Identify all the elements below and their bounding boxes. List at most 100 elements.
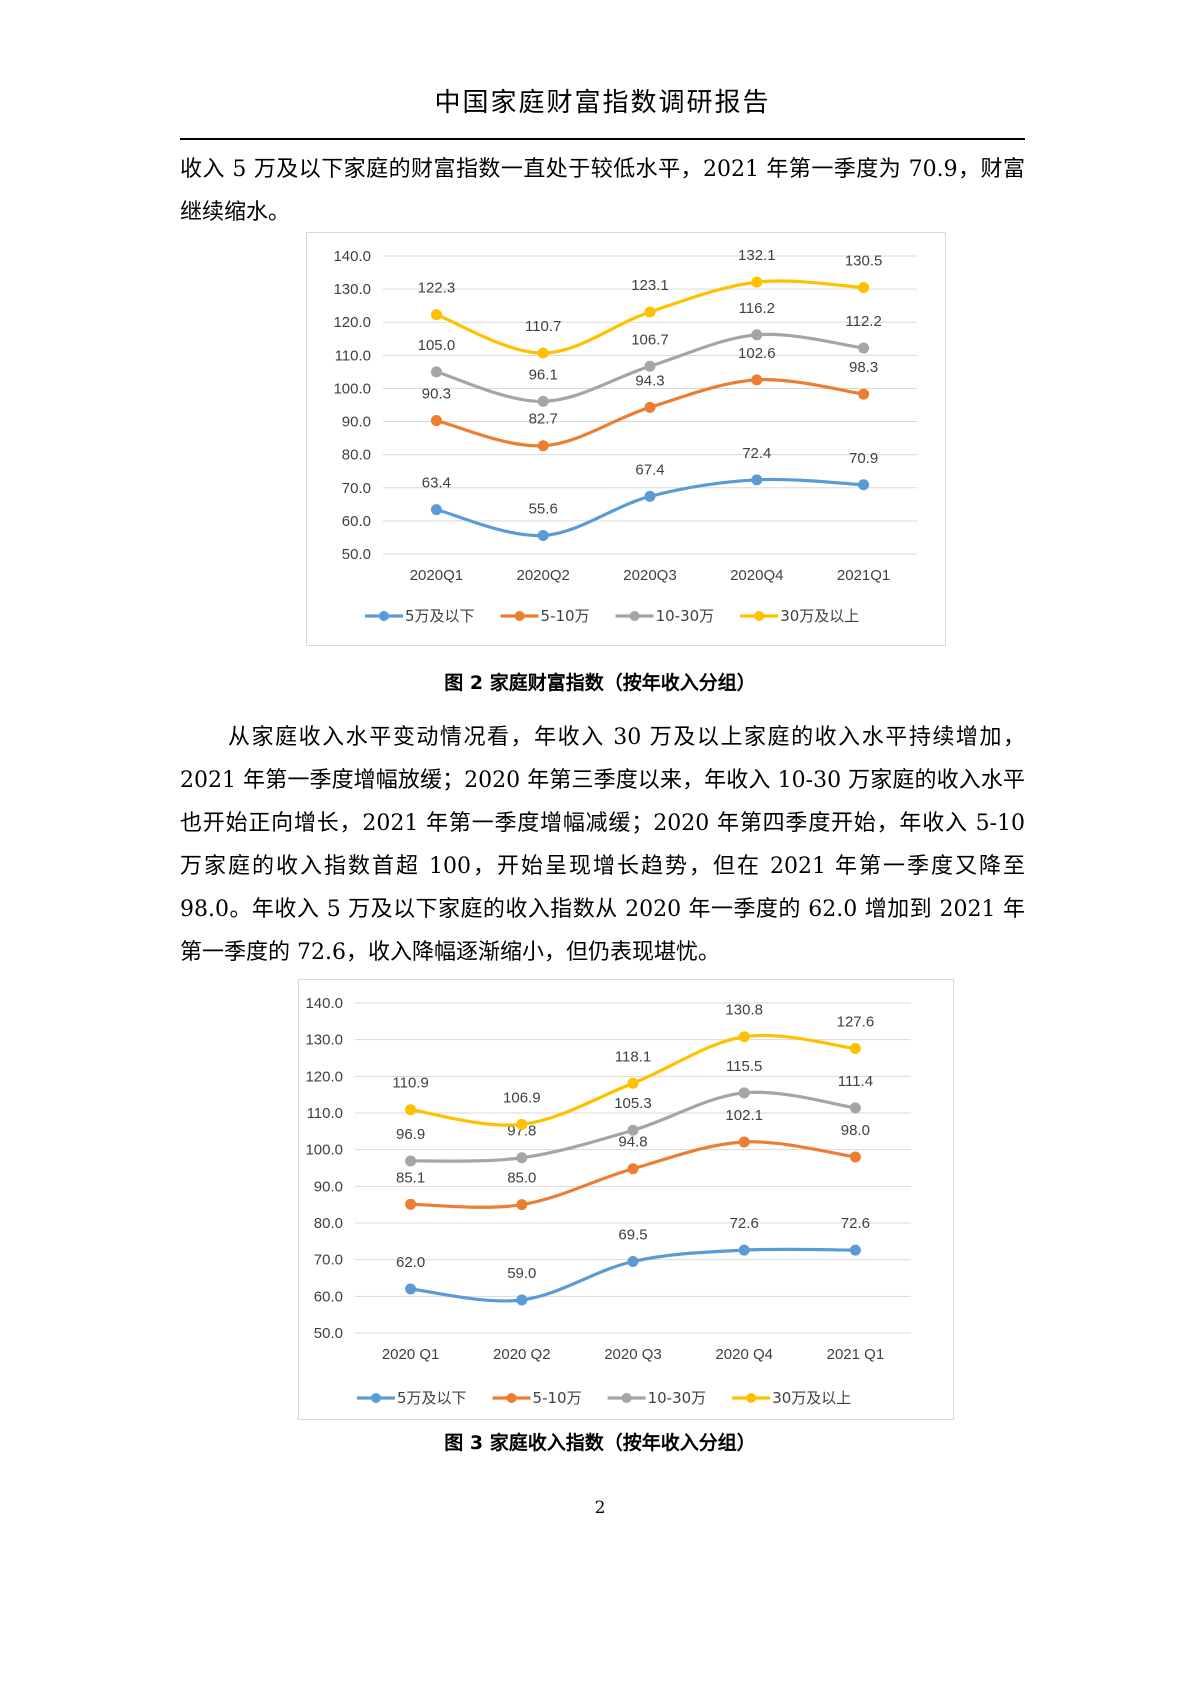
x-tick-label: 2020 Q3 [604,1346,662,1363]
data-point [644,490,656,502]
data-label: 106.9 [503,1089,541,1106]
data-point [858,342,870,354]
data-point [627,1077,639,1089]
data-point [644,401,656,413]
data-label: 116.2 [739,300,775,317]
data-label: 85.1 [396,1169,425,1186]
data-point [644,306,656,318]
data-point [516,1152,528,1164]
y-tick-label: 100.0 [305,1142,343,1159]
data-label: 102.6 [738,345,776,362]
data-label: 82.7 [529,411,558,428]
data-point [858,479,870,491]
y-tick-label: 110.0 [307,1105,343,1122]
legend-entry-label: 5万及以下 [397,1389,467,1407]
header-divider [180,138,1025,140]
data-point [849,1151,861,1163]
data-point [751,474,763,486]
data-label: 72.6 [841,1215,870,1232]
wealth-index-chart: 50.0 60.0 70.0 80.0 90.0 100.0 110.0 120.0 130.0… [306,232,946,646]
data-label: 127.6 [837,1013,875,1030]
data-label: 105.0 [418,337,456,354]
y-tick-label: 130.0 [305,1032,343,1049]
data-label: 106.7 [631,331,669,348]
legend-swatch-marker [746,1393,757,1403]
data-point [751,329,763,341]
y-tick-label: 130.0 [333,281,371,298]
data-label: 122.3 [418,280,456,297]
x-tick-label: 2020Q2 [517,567,570,584]
paragraph-wealth-summary: 收入 5 万及以下家庭的财富指数一直处于较低水平，2021 年第一季度为 70.… [180,157,1025,225]
data-label: 94.3 [635,372,664,389]
data-point [405,1155,417,1167]
y-tick-label: 140.0 [333,248,371,265]
report-header-title: 中国家庭财富指数调研报告 [434,88,771,118]
legend-entry-label: 5-10万 [541,607,590,625]
data-point [858,281,870,293]
data-point [430,415,442,427]
legend-swatch-marker [506,1393,517,1403]
y-tick-label: 70.0 [342,480,371,497]
data-label: 96.9 [396,1126,425,1143]
data-label: 110.9 [392,1075,428,1092]
data-point [516,1199,528,1211]
data-label: 132.1 [738,247,776,264]
x-tick-label: 2020 Q2 [493,1346,551,1363]
y-tick-label: 70.0 [314,1252,343,1269]
data-point [849,1102,861,1114]
data-label: 105.3 [614,1095,652,1112]
data-label: 67.4 [635,461,664,478]
y-tick-label: 60.0 [342,513,371,530]
data-label: 55.6 [529,500,558,517]
legend-swatch-marker [379,611,389,621]
data-label: 118.1 [615,1048,651,1065]
data-point [849,1244,861,1256]
data-point [627,1256,639,1267]
data-point [430,504,442,516]
data-point [537,395,549,407]
legend-entry-label: 5万及以下 [405,607,475,625]
x-tick-label: 2020Q4 [730,567,783,584]
data-point [430,309,442,321]
data-label: 72.4 [742,445,771,462]
data-point [849,1042,861,1054]
data-label: 102.1 [725,1107,763,1124]
y-tick-label: 80.0 [342,447,371,464]
legend-entry-label: 10-30万 [656,607,715,625]
data-point [751,276,763,288]
data-point [537,347,549,359]
y-tick-label: 90.0 [314,1178,343,1195]
data-label: 110.7 [525,318,561,335]
y-tick-label: 60.0 [314,1288,343,1305]
legend-entry-label: 10-30万 [648,1389,707,1407]
data-label: 94.8 [618,1134,647,1151]
legend-entry-label: 30万及以上 [780,607,859,625]
y-tick-label: 80.0 [314,1215,343,1232]
data-point [405,1104,417,1116]
data-point [627,1124,639,1136]
data-point [516,1294,528,1306]
data-label: 90.3 [422,386,451,403]
y-tick-label: 50.0 [314,1325,343,1342]
data-point [644,360,656,372]
data-point [738,1087,750,1099]
wealth-index-chart-svg: 50.0 60.0 70.0 80.0 90.0 100.0 110.0 120.0 130.0… [333,247,917,625]
data-label: 85.0 [507,1170,536,1187]
y-tick-label: 50.0 [342,546,371,563]
data-point [738,1031,750,1043]
data-label: 59.0 [507,1265,536,1282]
figure-2-caption: 图 2 家庭财富指数（按年收入分组） [444,672,756,694]
y-tick-label: 120.0 [333,314,371,331]
data-point [738,1136,750,1148]
data-point [430,366,442,378]
data-label: 115.5 [726,1058,762,1075]
data-label: 63.4 [422,475,451,492]
data-point [738,1244,750,1256]
data-label: 112.2 [845,313,881,330]
y-tick-label: 110.0 [335,347,371,364]
data-label: 98.3 [849,359,878,376]
data-label: 123.1 [631,277,669,294]
data-point [537,529,549,541]
x-tick-label: 2021Q1 [837,567,890,584]
income-index-chart-svg: 50.0 60.0 70.0 80.0 90.0 100.0 110.0 120.0 130.0… [305,995,911,1407]
